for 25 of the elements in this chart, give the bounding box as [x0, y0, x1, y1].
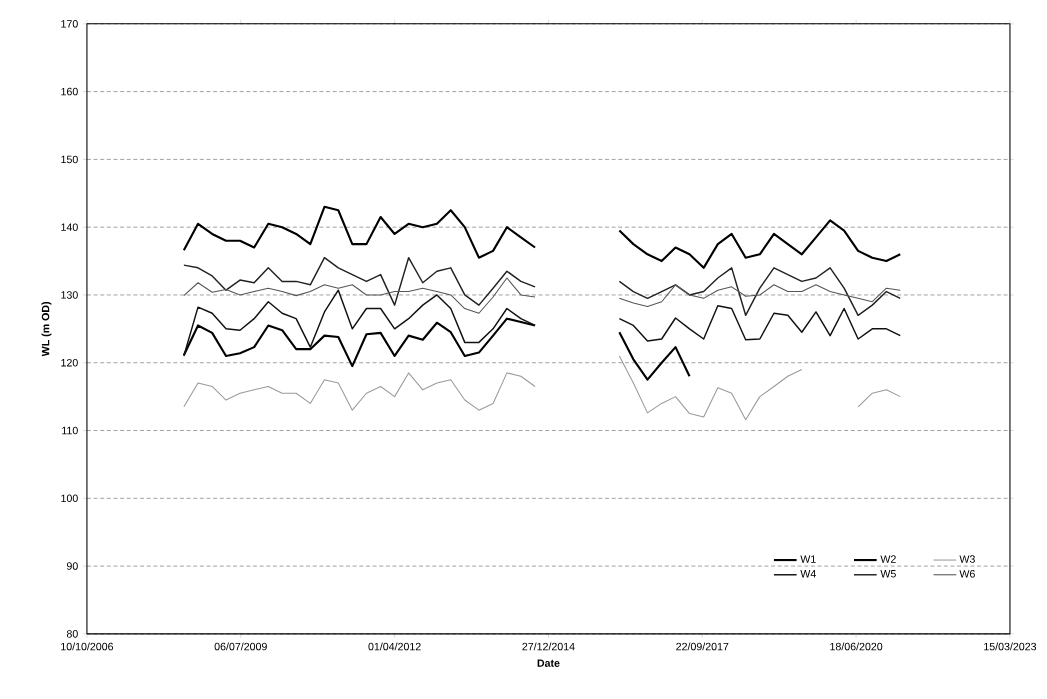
y-tick-label: 120 [61, 359, 78, 367]
y-tick-label: 140 [61, 223, 78, 231]
x-tick-label: 18/06/2020 [830, 642, 883, 651]
y-tick-label: 170 [61, 20, 78, 28]
x-tick-label: 15/03/2023 [984, 642, 1037, 651]
y-tick-label: 80 [66, 630, 78, 638]
x-tick-label: 22/09/2017 [676, 642, 729, 651]
y-tick-label: 100 [61, 494, 78, 503]
y-tick-label: 90 [66, 562, 78, 570]
legend-label: W3 [959, 555, 975, 563]
y-axis-title: WL (m OD) [41, 302, 52, 357]
legend-label: W5 [880, 570, 896, 578]
x-axis-title: Date [537, 659, 560, 667]
y-tick-label: 130 [61, 291, 78, 299]
legend-label: W6 [959, 570, 975, 578]
legend-label: W1 [800, 555, 816, 563]
x-tick-label: 06/07/2009 [214, 642, 267, 651]
legend-label: W2 [880, 555, 896, 563]
y-tick-label: 150 [61, 155, 78, 164]
x-tick-label: 27/12/2014 [522, 642, 575, 651]
x-tick-label: 01/04/2012 [368, 642, 421, 651]
y-tick-label: 160 [61, 87, 78, 96]
x-tick-label: 10/10/2006 [61, 642, 114, 651]
y-tick-label: 110 [62, 426, 78, 435]
legend-label: W4 [800, 570, 816, 578]
